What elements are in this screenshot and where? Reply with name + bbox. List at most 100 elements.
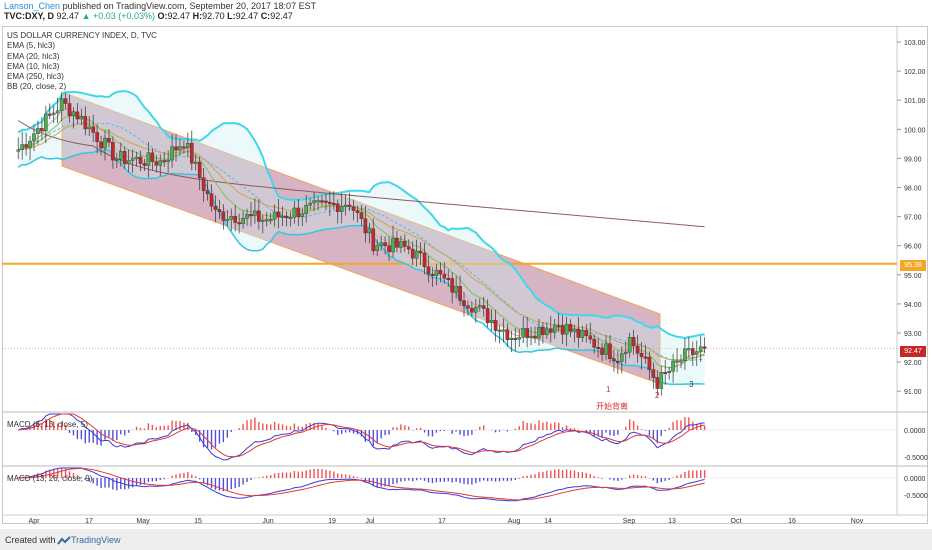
candle-body — [513, 338, 518, 340]
candle-body — [533, 336, 537, 339]
macd1-legend[interactable]: MACD (6, 13, close, 5) — [7, 420, 88, 429]
time-tick-label: 17 — [85, 518, 93, 525]
candle-body — [568, 324, 573, 332]
price-tick-label: 99.00 — [904, 156, 922, 163]
candle-body — [87, 126, 92, 130]
price-tick-label: 102.00 — [904, 69, 926, 76]
candle-body — [276, 211, 281, 218]
candle-body — [193, 161, 198, 164]
time-tick-label: Oct — [731, 518, 742, 525]
legend-ema10[interactable]: EMA (10, hlc3) — [7, 61, 60, 71]
candle-body — [249, 214, 253, 217]
candle-body — [387, 245, 391, 253]
divergence-mark-2: 2 — [655, 391, 660, 400]
candle-body — [47, 113, 52, 116]
time-tick-label: 17 — [438, 518, 446, 525]
candle-body — [643, 356, 648, 359]
candle-body — [55, 110, 60, 114]
price-chart[interactable]: 103.00 102.00 101.00 100.00 99.00 98.00 97.00 9… — [0, 0, 932, 529]
candle-body — [332, 202, 336, 205]
legend-ema5[interactable]: EMA (5, hlc3) — [7, 41, 56, 51]
candle-body — [300, 213, 305, 217]
candle-body — [359, 212, 364, 219]
candle-body — [418, 250, 423, 254]
candle-body — [671, 360, 675, 372]
candle-body — [103, 138, 107, 149]
legend-bb[interactable]: BB (20, close, 2) — [7, 82, 67, 92]
candle-body — [466, 305, 470, 309]
candle-body — [355, 210, 360, 213]
chart-legend: US DOLLAR CURRENCY INDEX, D, TVC EMA (5,… — [7, 31, 157, 93]
candle-body — [296, 207, 301, 217]
candle-body — [647, 357, 652, 370]
price-tick-label: 93.00 — [904, 331, 922, 338]
candle-body — [118, 151, 123, 160]
candle-body — [651, 369, 656, 378]
macd2-legend[interactable]: MACD (13, 26, close, 9) — [7, 474, 93, 483]
candle-body — [201, 177, 206, 191]
candle-body — [481, 305, 486, 309]
candle-body — [284, 215, 289, 219]
candle-body — [40, 128, 44, 132]
bollinger-upper-band — [17, 90, 705, 340]
candle-body — [288, 216, 293, 219]
price-tick-label: 94.00 — [904, 302, 922, 309]
candle-body — [663, 372, 667, 375]
candle-body — [122, 151, 127, 165]
bollinger-fill — [18, 91, 705, 385]
time-tick-label: 13 — [668, 518, 676, 525]
time-tick-label: Aug — [508, 518, 521, 525]
candle-body — [347, 204, 352, 207]
candle-body — [178, 146, 182, 151]
price-tick-label: 96.00 — [904, 244, 922, 251]
candle-body — [623, 351, 628, 354]
price-tick-label: 91.00 — [904, 389, 922, 396]
macd-tick-label: 0.0000 — [904, 476, 926, 483]
candle-body — [339, 206, 344, 212]
candle-body — [115, 159, 119, 161]
time-tick-label: 15 — [194, 518, 202, 525]
symbol: TVC:DXY, D — [4, 11, 55, 21]
candle-body — [410, 248, 415, 259]
candle-body — [83, 116, 88, 130]
candle-body — [462, 300, 466, 306]
candle-body — [702, 346, 707, 349]
candle-body — [631, 337, 636, 347]
candle-body — [485, 308, 490, 323]
price-tick-label: 92.00 — [904, 360, 922, 367]
candle-body — [111, 141, 115, 161]
level-price-tag: 95.38 — [900, 260, 926, 271]
open-label: O: — [157, 11, 168, 21]
candle-body — [150, 152, 155, 162]
candle-body — [245, 214, 249, 219]
candle-body — [134, 156, 139, 159]
candle-body — [556, 325, 561, 328]
low-value: 92.47 — [235, 11, 259, 21]
close-label: C: — [260, 11, 271, 21]
candle-body — [205, 190, 210, 195]
candle-body — [162, 160, 166, 163]
legend-title: US DOLLAR CURRENCY INDEX, D, TVC — [7, 31, 157, 40]
tradingview-link[interactable]: TradingView — [71, 535, 121, 545]
candle-body — [63, 98, 68, 104]
candle-body — [438, 270, 443, 275]
candle-body — [430, 273, 435, 276]
time-tick-label: Nov — [851, 518, 864, 525]
legend-ema20[interactable]: EMA (20, hlc3) — [7, 51, 60, 61]
candle-body — [548, 328, 553, 333]
created-with-text: Created with — [5, 535, 56, 545]
candle-body — [687, 348, 691, 351]
candle-body — [138, 156, 143, 164]
candle-body — [698, 346, 703, 352]
candle-body — [635, 345, 640, 354]
candle-body — [474, 306, 478, 313]
candle-body — [667, 371, 671, 373]
candle-body — [391, 237, 395, 253]
candle-body — [584, 329, 589, 336]
legend-ema250[interactable]: EMA (250, hlc3) — [7, 72, 64, 82]
candle-body — [142, 163, 147, 166]
candle-body — [51, 112, 56, 115]
candle-body — [292, 207, 297, 218]
candle-body — [639, 353, 644, 358]
author-link[interactable]: Lanson_Chen — [4, 1, 61, 11]
